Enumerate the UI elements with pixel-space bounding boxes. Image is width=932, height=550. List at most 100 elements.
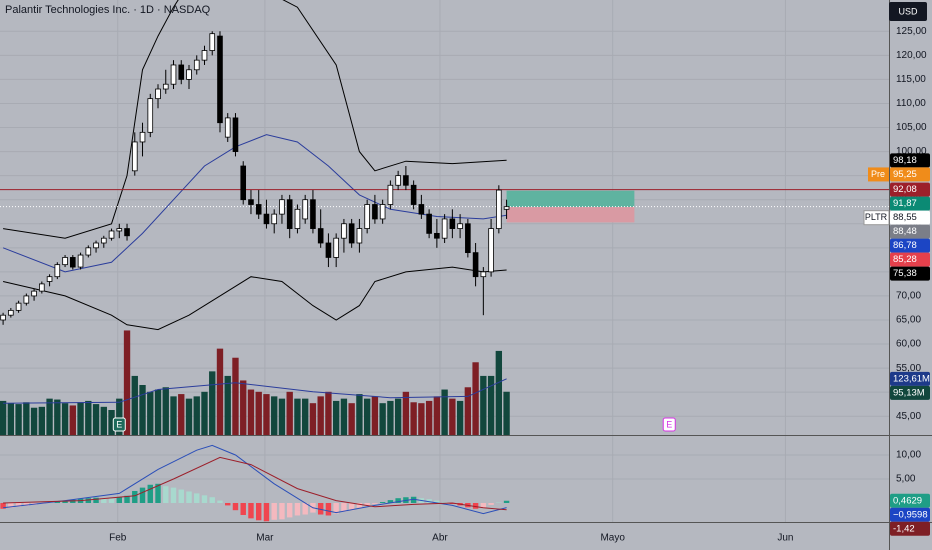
macd-line (3, 456, 507, 511)
volume-bar (147, 391, 154, 435)
candle-body (325, 242, 332, 258)
macd-histogram-bar (155, 483, 161, 503)
candle-body (108, 230, 115, 239)
macd-histogram-bar (240, 502, 246, 515)
candle-body (441, 218, 448, 239)
candle-body (418, 204, 425, 215)
macd-histogram-bar (271, 502, 277, 520)
candle-body (317, 228, 324, 244)
candle-body (15, 302, 22, 311)
candle-body (116, 228, 123, 232)
volume-bar (449, 398, 456, 435)
price-tag (890, 210, 930, 225)
volume-bar (85, 400, 92, 435)
candle-body (341, 223, 347, 239)
macd-histogram-bar (23, 502, 30, 506)
candle-body (372, 204, 378, 220)
volume-bar (77, 402, 84, 435)
volume-bar (185, 398, 193, 435)
macd-histogram-bar (372, 502, 378, 504)
price-tag (890, 167, 930, 182)
volume-bar (224, 375, 231, 435)
volume-bar (69, 405, 76, 435)
candle-body (333, 237, 339, 258)
volume-bar (317, 396, 324, 435)
candle-body (23, 295, 30, 304)
volume-bar (332, 400, 340, 435)
macd-histogram-bar (387, 500, 394, 503)
candle-body (488, 228, 494, 273)
candle-body (170, 64, 177, 85)
candle-body (186, 69, 192, 80)
macd-histogram-bar (379, 502, 386, 503)
y-tick-label: 5,00 (896, 474, 916, 485)
candle-body (70, 257, 76, 268)
candle-body (348, 223, 355, 244)
macd-histogram-bar (194, 493, 200, 503)
candle-body (209, 33, 216, 51)
candle-body (356, 228, 363, 244)
candle-body (224, 117, 231, 138)
volume-bar (472, 362, 479, 435)
prefix-label: Pre (871, 169, 885, 179)
candle-body (449, 218, 456, 229)
candle-body (302, 199, 308, 220)
volume-bar (271, 396, 278, 435)
price-tag-label: 0,4629 (893, 495, 922, 506)
candle-body (232, 117, 239, 152)
volume-bar (232, 357, 239, 435)
volume-bar (30, 407, 38, 435)
y-tick-label: 120,00 (896, 50, 927, 61)
price-tag (890, 224, 930, 239)
candle-body (124, 228, 130, 237)
y-tick-label: 45,00 (896, 411, 921, 422)
volume-bar (309, 403, 317, 435)
price-tag-label: 95,25 (893, 169, 917, 180)
price-tag-label: 85,28 (893, 254, 917, 265)
volume-bar (294, 398, 301, 435)
candle-body (395, 175, 401, 186)
volume-bar (418, 403, 425, 435)
macd-histogram-bar (356, 502, 363, 508)
macd-histogram-bar (248, 502, 254, 519)
x-tick-label: Mayo (600, 533, 625, 544)
volume-bar (263, 394, 270, 435)
volume-bar (162, 387, 169, 435)
candle-body (263, 213, 270, 225)
x-tick-label: Jun (777, 533, 793, 544)
price-tag-label: 91,87 (893, 198, 917, 209)
macd-histogram-bar (0, 502, 6, 509)
candle-body (217, 35, 223, 124)
x-tick-label: Abr (432, 533, 448, 544)
macd-histogram-bar (364, 502, 370, 506)
macd-histogram-bar (15, 502, 22, 507)
symbol-box (863, 210, 890, 226)
volume-bar (54, 399, 61, 435)
macd-histogram-bar (263, 502, 270, 522)
candle-body (410, 184, 417, 205)
price-tag-label: −0,9598 (893, 509, 928, 520)
volume-bar (170, 396, 177, 435)
macd-histogram-bar (426, 499, 432, 503)
macd-histogram-bar (434, 500, 440, 503)
volume-bar (363, 398, 371, 435)
candle-body (139, 131, 146, 143)
volume-bar (7, 403, 15, 435)
currency[interactable]: USD (898, 6, 918, 16)
macd-histogram-bar (101, 498, 107, 503)
currency-box[interactable] (889, 2, 927, 21)
macd-histogram-bar (232, 502, 239, 511)
volume-bar (356, 394, 363, 435)
volume-bar (61, 403, 69, 435)
macd-histogram-bar (124, 495, 130, 503)
volume-bar (38, 406, 46, 435)
price-tag-label: 92,08 (893, 184, 917, 195)
macd-histogram-bar (302, 502, 308, 515)
volume-bar (201, 391, 208, 435)
volume-bar (480, 375, 487, 435)
price-tag (890, 266, 930, 281)
volume-bar (325, 391, 332, 435)
candle-body (77, 254, 84, 268)
